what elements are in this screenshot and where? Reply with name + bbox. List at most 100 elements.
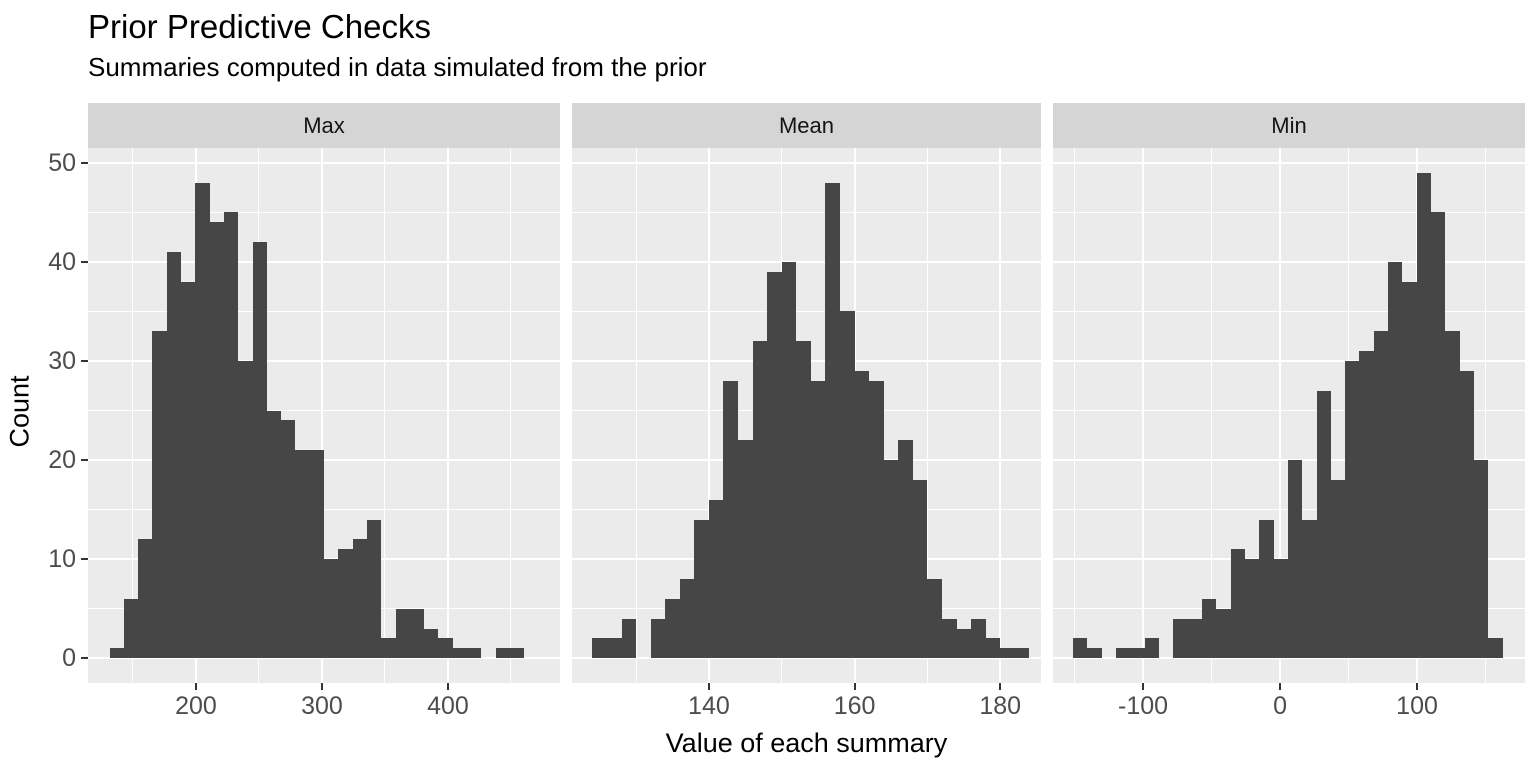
y-gridline-major [1053, 360, 1525, 362]
histogram-bar [884, 460, 898, 659]
histogram-bar [1431, 212, 1445, 659]
histogram-bar [986, 638, 1000, 659]
histogram-bar [281, 420, 295, 659]
y-tick-label: 30 [48, 347, 76, 375]
histogram-bar [738, 440, 753, 659]
x-gridline-minor [510, 148, 512, 683]
histogram-bar [1231, 549, 1245, 659]
x-tick-label: 0 [1273, 692, 1287, 720]
histogram-bar [353, 539, 367, 659]
histogram-bar [1288, 460, 1302, 659]
histogram-bar [152, 331, 167, 659]
x-gridline-minor [384, 148, 386, 683]
histogram-bar [1359, 351, 1374, 659]
x-gridline-minor [1485, 148, 1487, 683]
x-gridline-major [707, 148, 710, 683]
histogram-bar [622, 618, 636, 659]
x-gridline-major [999, 148, 1002, 683]
histogram-bar [767, 271, 782, 659]
histogram-bar [424, 628, 438, 659]
x-tick-mark [320, 683, 323, 690]
histogram-bar [1460, 370, 1474, 659]
x-tick-mark [1416, 683, 1419, 690]
histogram-bar [1202, 598, 1216, 659]
histogram-bar [167, 252, 181, 659]
histogram-bar [1331, 479, 1345, 659]
histogram-bar [181, 281, 195, 659]
y-gridline-minor [1053, 211, 1525, 213]
x-tick-mark [1142, 683, 1145, 690]
histogram-bar [927, 578, 942, 659]
x-tick-label: 100 [1396, 692, 1438, 720]
y-tick-mark [81, 657, 88, 660]
histogram-bar [869, 380, 884, 659]
x-gridline-minor [926, 148, 928, 683]
page-subtitle: Summaries computed in data simulated fro… [88, 52, 707, 82]
x-gridline-major [446, 148, 449, 683]
y-gridline-minor [1053, 310, 1525, 312]
x-tick-label: 300 [301, 692, 343, 720]
histogram-bar [367, 519, 381, 659]
facet-strip-mean: Mean [572, 103, 1041, 148]
histogram-bar [1073, 638, 1087, 659]
histogram-bar [496, 648, 510, 659]
y-gridline-major [88, 360, 560, 362]
histogram-bar [1488, 638, 1503, 659]
histogram-bar [811, 380, 825, 659]
x-tick-mark [707, 683, 710, 690]
histogram-bar [1345, 361, 1359, 659]
facet-panel-mean [572, 148, 1041, 683]
histogram-bar [1015, 648, 1029, 659]
histogram-bar [680, 578, 694, 659]
y-tick-mark [81, 360, 88, 362]
histogram-bar [195, 182, 210, 659]
x-gridline-minor [1074, 148, 1075, 683]
histogram-bar [942, 618, 957, 659]
histogram-bar [1259, 519, 1274, 659]
histogram-bar [1402, 281, 1417, 659]
histogram-bar [1388, 261, 1402, 659]
histogram-bar [410, 608, 424, 659]
y-gridline-major [572, 260, 1041, 263]
y-gridline-minor [1053, 410, 1525, 412]
histogram-bar [651, 618, 665, 659]
histogram-bar [971, 618, 986, 659]
histogram-bar [1274, 559, 1288, 659]
facet-panel-min [1053, 148, 1525, 683]
histogram-bar [753, 341, 767, 659]
y-tick-mark [81, 260, 88, 263]
histogram-bar [438, 638, 453, 659]
histogram-bar [224, 212, 238, 659]
histogram-bar [1173, 618, 1188, 659]
histogram-bar [238, 361, 253, 659]
histogram-bar [1116, 648, 1130, 659]
y-gridline-major [88, 260, 560, 263]
x-gridline-minor [1211, 148, 1213, 683]
x-tick-mark [446, 683, 449, 690]
histogram-bar [295, 450, 310, 659]
histogram-bar [510, 648, 524, 659]
y-gridline-major [88, 459, 560, 462]
x-tick-mark [1279, 683, 1282, 690]
facet-panel-max [88, 148, 560, 683]
histogram-bar [1130, 648, 1145, 659]
y-gridline-major [88, 161, 560, 164]
y-tick-mark [81, 459, 88, 462]
histogram-bar [825, 182, 840, 659]
histogram-bar [1000, 648, 1015, 659]
y-tick-label: 0 [62, 644, 76, 673]
histogram-bar [1188, 618, 1202, 659]
y-gridline-minor [88, 310, 560, 312]
histogram-bar [709, 499, 723, 659]
histogram-bar [782, 261, 796, 659]
histogram-bar [1087, 648, 1102, 659]
y-gridline-major [572, 161, 1041, 164]
histogram-bar [396, 608, 410, 659]
y-gridline-minor [88, 509, 560, 511]
histogram-bar [1317, 390, 1331, 659]
histogram-bar [607, 638, 622, 659]
histogram-bar [592, 638, 607, 659]
histogram-bar [124, 598, 138, 659]
y-gridline-minor [572, 310, 1041, 312]
